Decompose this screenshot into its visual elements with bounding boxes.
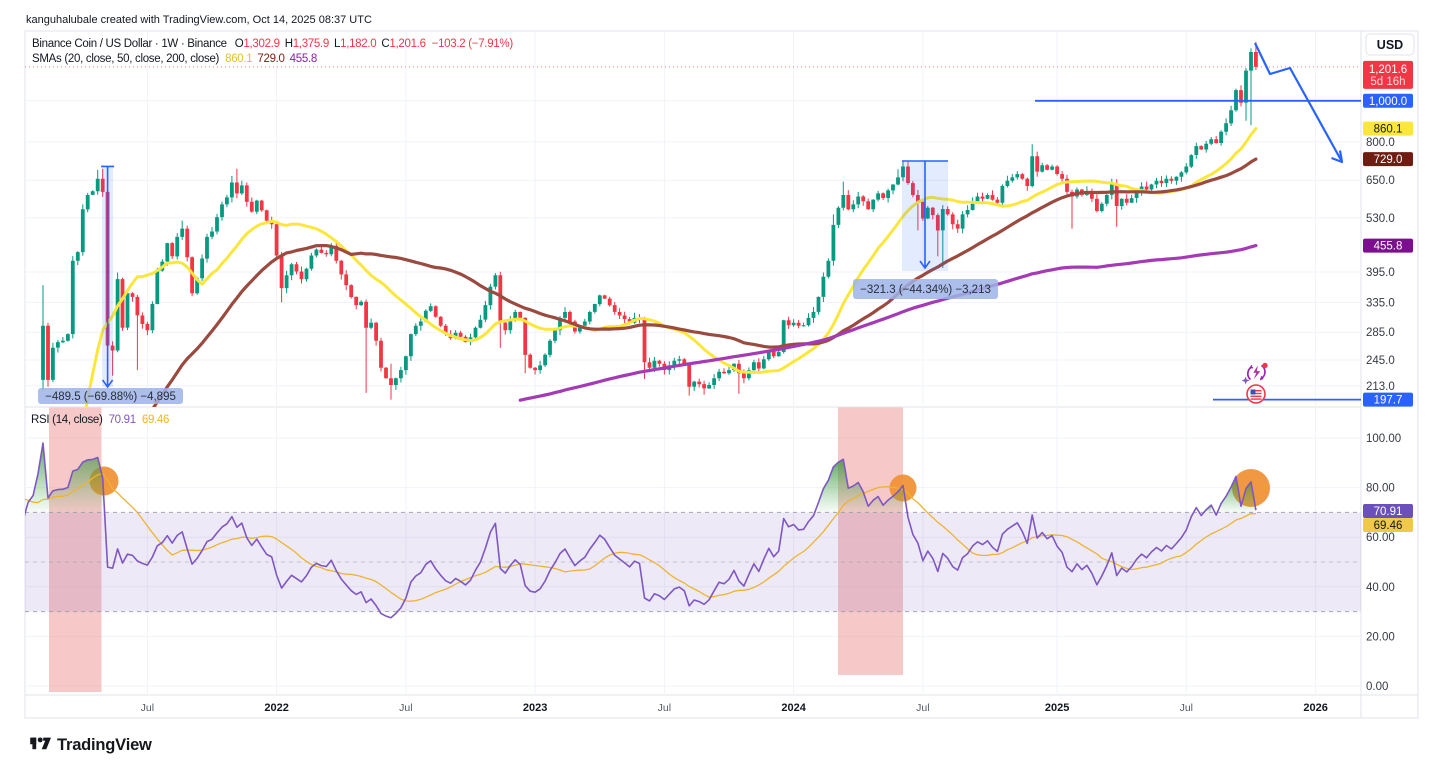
svg-text:0.00: 0.00 (1366, 681, 1388, 693)
svg-text:69.46: 69.46 (1374, 520, 1403, 532)
svg-text:335.0: 335.0 (1366, 297, 1395, 309)
svg-text:USD: USD (1377, 38, 1403, 52)
svg-text:860.1: 860.1 (1374, 124, 1403, 136)
svg-text:SMAs (20, close, 50, close, 20: SMAs (20, close, 50, close, 200, close) 8… (32, 53, 317, 65)
svg-text:2025: 2025 (1045, 702, 1069, 714)
svg-text:1,201.6: 1,201.6 (1369, 64, 1407, 76)
svg-text:100.00: 100.00 (1366, 433, 1401, 445)
svg-text:650.0: 650.0 (1366, 175, 1395, 187)
svg-text:−321.3 (−44.34%) −3,213: −321.3 (−44.34%) −3,213 (860, 284, 991, 296)
svg-text:245.0: 245.0 (1366, 355, 1395, 367)
svg-text:60.00: 60.00 (1366, 532, 1395, 544)
svg-text:Jul: Jul (399, 702, 412, 714)
svg-text:1,000.0: 1,000.0 (1369, 96, 1407, 108)
svg-text:197.7: 197.7 (1374, 395, 1403, 407)
svg-text:455.8: 455.8 (1374, 241, 1403, 253)
svg-text:2024: 2024 (781, 702, 806, 714)
svg-text:−489.5 (−69.88%) −4,895: −489.5 (−69.88%) −4,895 (45, 391, 176, 403)
svg-text:213.0: 213.0 (1366, 381, 1395, 393)
svg-text:5d 16h: 5d 16h (1370, 76, 1405, 88)
svg-text:395.0: 395.0 (1366, 267, 1395, 279)
svg-text:800.0: 800.0 (1366, 137, 1395, 149)
svg-text:Jul: Jul (658, 702, 671, 714)
svg-text:TradingView: TradingView (57, 736, 152, 754)
svg-text:285.0: 285.0 (1366, 327, 1395, 339)
svg-text:729.0: 729.0 (1374, 154, 1403, 166)
svg-text:20.00: 20.00 (1366, 631, 1395, 643)
svg-text:70.91: 70.91 (1374, 506, 1403, 518)
svg-text:2026: 2026 (1303, 702, 1327, 714)
svg-text:40.00: 40.00 (1366, 582, 1395, 594)
svg-text:2022: 2022 (264, 702, 288, 714)
svg-text:kanguhalubale created with Tra: kanguhalubale created with TradingView.c… (26, 14, 372, 26)
svg-text:Jul: Jul (916, 702, 929, 714)
svg-text:2023: 2023 (523, 702, 547, 714)
svg-text:530.0: 530.0 (1366, 213, 1395, 225)
svg-text:Binance Coin / US Dollar · 1W: Binance Coin / US Dollar · 1W · Binance O… (32, 38, 513, 50)
svg-text:Jul: Jul (141, 702, 154, 714)
svg-text:Jul: Jul (1180, 702, 1193, 714)
svg-text:80.00: 80.00 (1366, 483, 1395, 495)
